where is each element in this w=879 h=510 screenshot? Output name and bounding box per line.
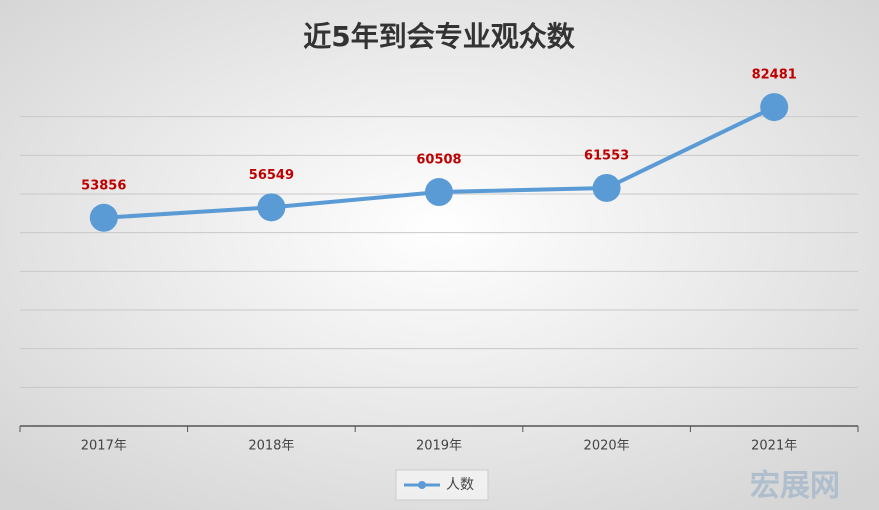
x-tick-label: 2021年 bbox=[751, 439, 797, 454]
marker bbox=[760, 93, 789, 122]
marker bbox=[257, 193, 286, 222]
x-tick-label: 2020年 bbox=[584, 439, 630, 454]
x-tick-label: 2019年 bbox=[416, 439, 462, 454]
marker bbox=[592, 173, 621, 202]
data-label: 82481 bbox=[752, 68, 797, 83]
x-tick-label: 2017年 bbox=[81, 439, 127, 454]
data-label: 61553 bbox=[584, 148, 629, 163]
data-label: 56549 bbox=[249, 168, 294, 183]
chart-title: 近5年到会专业观众数 bbox=[303, 20, 575, 53]
marker bbox=[89, 203, 118, 232]
data-label: 53856 bbox=[81, 178, 126, 193]
x-tick-label: 2018年 bbox=[248, 439, 294, 454]
watermark: 宏展网 bbox=[750, 469, 840, 504]
legend-label: 人数 bbox=[446, 477, 474, 493]
legend-marker bbox=[418, 481, 426, 489]
marker bbox=[425, 178, 453, 207]
data-label: 60508 bbox=[416, 153, 461, 168]
